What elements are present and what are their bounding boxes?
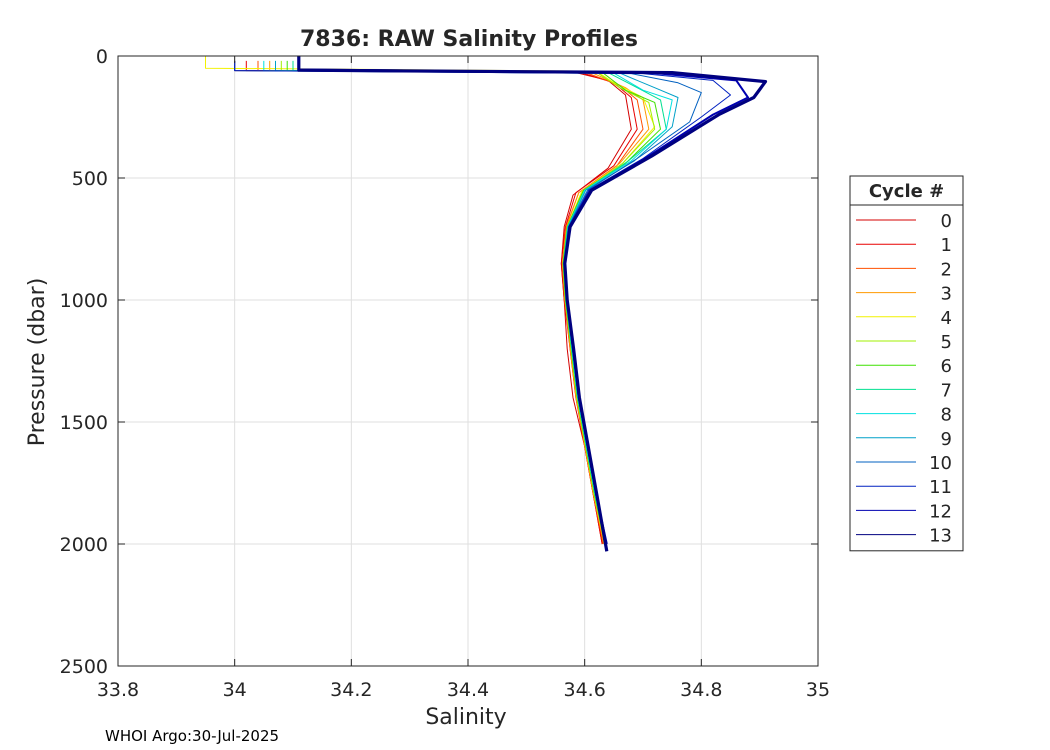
legend-label-cycle-13: 13 [929,526,952,547]
y-axis-ticks: 0 500 1000 1500 2000 2500 [60,46,818,678]
x-tick-label: 34.4 [447,679,489,701]
legend-label-cycle-9: 9 [941,429,952,450]
y-tick-label: 0 [96,46,108,68]
legend-label-cycle-12: 12 [929,501,952,522]
legend-box [849,175,964,552]
y-tick-label: 1000 [60,290,108,312]
series-line-cycle-0 [234,60,632,545]
x-tick-label: 35 [806,679,830,701]
y-tick-label: 500 [72,168,108,190]
legend-title: Cycle # [869,181,944,202]
y-tick-label: 1500 [60,412,108,434]
x-tick-label: 34 [223,679,247,701]
footer-credit: WHOI Argo:30-Jul-2025 [105,727,279,745]
legend-label-cycle-8: 8 [941,405,952,426]
series-layer [205,56,768,552]
y-axis-label: Pressure (dbar) [25,278,50,447]
x-tick-label: 34.8 [680,679,722,701]
legend-label-cycle-10: 10 [929,453,952,474]
x-tick-label: 33.8 [97,679,139,701]
legend-label-cycle-11: 11 [929,477,952,498]
series-line-cycle-6 [286,60,661,545]
legend-label-cycle-3: 3 [941,284,952,305]
x-axis-label: Salinity [425,705,506,730]
series-line-cycle-4 [205,56,656,545]
x-tick-label: 34.6 [564,679,606,701]
legend-label-cycle-7: 7 [941,380,952,401]
series-line-cycle-8 [263,60,673,545]
legend-label-cycle-6: 6 [941,356,952,377]
legend-label-cycle-5: 5 [941,332,952,353]
x-axis-ticks: 33.8 34 34.2 34.4 34.6 34.8 35 [97,56,830,701]
legend-label-cycle-4: 4 [941,308,952,329]
y-tick-label: 2500 [60,656,108,678]
x-tick-label: 34.2 [330,679,372,701]
legend-label-cycle-0: 0 [941,211,952,232]
y-tick-label: 2000 [60,534,108,556]
chart-title: 7836: RAW Salinity Profiles [300,27,638,52]
legend-label-cycle-1: 1 [941,235,952,256]
series-line-cycle-13 [297,56,768,552]
legend-label-cycle-2: 2 [941,259,952,280]
